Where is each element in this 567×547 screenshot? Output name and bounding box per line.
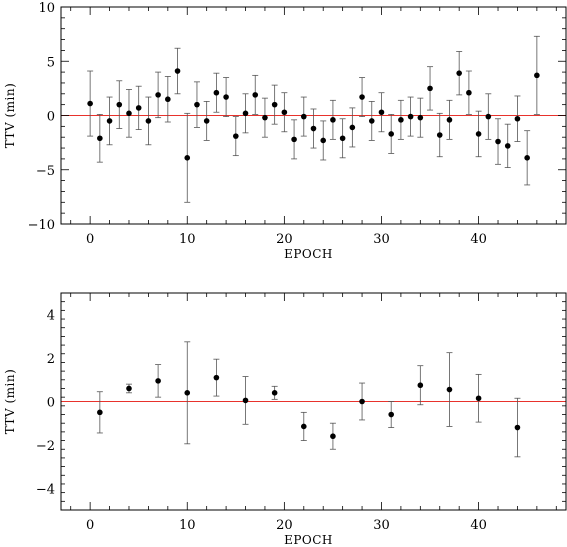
data-point [155,378,161,384]
data-point [106,118,113,124]
y-axis-title: TTV (min) [3,83,17,149]
y-tick-label: 10 [38,1,55,16]
x-tick-label: 40 [470,518,487,533]
y-tick-label: 4 [47,309,55,324]
data-point [271,101,278,108]
y-axis-title: TTV (min) [3,369,17,435]
x-tick-label: 20 [276,232,293,247]
x-tick-label: 10 [179,232,196,247]
data-point [300,113,307,120]
data-point [524,155,530,161]
data-point [213,89,220,96]
bottom-panel: 0 10 20 30 40 −4 −2 0 2 4 EPOCH TTV (min) [3,292,567,547]
data-point [534,72,540,79]
x-tick-label: 0 [86,232,94,247]
data-point [456,70,462,76]
data-point [165,96,171,103]
data-point [87,100,93,107]
data-point [203,118,210,124]
data-point [135,105,142,111]
y-tick-label: 5 [47,55,55,70]
data-point [271,390,278,396]
data-point [126,385,132,392]
x-tick-label: 40 [470,232,487,247]
data-point [475,395,482,402]
data-point [388,411,394,418]
data-point [475,131,482,137]
data-point [514,115,521,122]
x-tick-label: 30 [373,232,390,247]
data-point [339,135,346,142]
x-tick-label: 10 [179,518,196,533]
data-point [97,409,103,416]
data-point [359,94,365,100]
y-tick-label: 0 [47,110,55,125]
data-point [320,137,327,144]
data-point [359,398,365,405]
x-tick-label: 0 [86,518,94,533]
data-point [281,109,288,116]
data-point [417,382,424,389]
y-tick-label: −2 [36,439,55,454]
data-point [233,133,239,139]
data-point [466,89,472,96]
data-point [330,117,336,123]
data-point [368,118,375,124]
data-point [242,397,249,404]
data-point [310,125,317,132]
plot-frame [60,292,567,511]
data-point [485,113,492,120]
data-point [262,114,268,121]
data-point [184,155,191,161]
data-point [223,94,229,100]
y-tick-label: 2 [47,352,55,367]
x-axis-title: EPOCH [284,533,333,547]
data-point [97,135,103,142]
data-point [378,109,385,116]
data-point [349,124,356,131]
data-point [300,423,307,430]
y-tick-label: −10 [28,218,55,233]
x-tick-label: 20 [276,518,293,533]
data-point [407,113,414,120]
data-point [388,131,394,137]
data-point [194,101,200,108]
data-point [495,138,501,145]
x-tick-label: 30 [373,518,390,533]
data-point [155,92,161,98]
data-point [398,117,404,123]
data-point [417,114,424,121]
data-point [427,85,433,92]
y-tick-label: 0 [47,396,55,411]
data-point [126,110,132,117]
top-panel: 0 10 20 30 40 −10 −5 0 5 10 EPOCH TTV (min) [3,1,567,261]
data-point [436,132,443,138]
data-point [330,433,336,440]
data-point [252,92,259,98]
x-axis-title: EPOCH [284,247,333,261]
y-tick-label: −5 [36,164,55,179]
data-point [291,136,297,143]
data-point [145,118,152,124]
data-point [446,386,453,393]
data-point [446,117,453,123]
data-point [514,424,521,431]
data-point [504,143,511,149]
data-point [174,68,181,74]
y-tick-label: −4 [36,482,55,497]
data-point [116,101,123,108]
data-point [242,110,249,117]
data-point [213,374,220,381]
data-point [184,390,191,396]
